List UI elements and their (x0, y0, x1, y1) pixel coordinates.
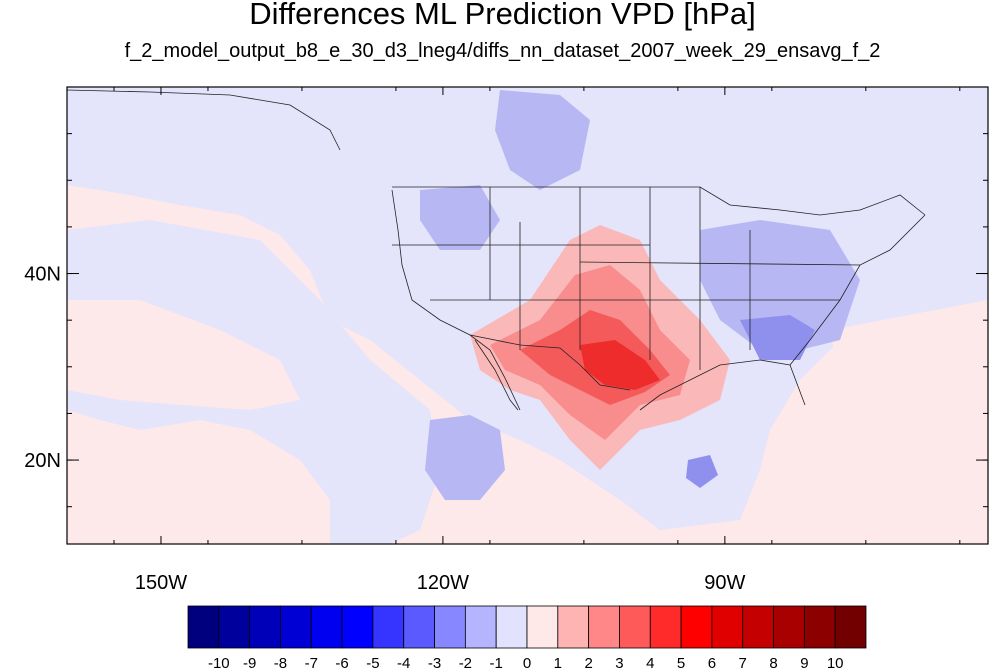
pos-plume-max (580, 340, 660, 390)
colorbar-label: 8 (769, 655, 777, 672)
colorbar-swatch (495, 605, 528, 649)
pos-region-atlantic (830, 300, 988, 420)
colorbar-label: 5 (677, 655, 685, 672)
colorbar-label: 2 (584, 655, 592, 672)
neg-blob-northwest (420, 185, 500, 250)
colorbar-swatch (372, 605, 405, 649)
colorbar-swatch (742, 605, 774, 649)
map-subtitle: f_2_model_output_b8_e_30_d3_lneg4/diffs_… (124, 40, 881, 62)
colorbar-swatch (341, 605, 374, 649)
lon-tick-label: 150W (135, 572, 187, 594)
colorbar-swatch (187, 605, 220, 649)
colorbar-label: -7 (305, 655, 318, 672)
colorbar-swatch (218, 605, 251, 649)
lat-tick-label: 20N (24, 450, 61, 472)
colorbar-label: -4 (397, 655, 410, 672)
colorbar-label: -8 (274, 655, 287, 672)
lon-tick-label: 90W (704, 572, 745, 594)
colorbar-label: 3 (615, 655, 623, 672)
colorbar-swatch (310, 605, 343, 649)
colorbar-label: 9 (800, 655, 808, 672)
colorbar-label: 0 (523, 655, 531, 672)
lat-tick-label: 40N (24, 264, 61, 286)
map-frame (66, 86, 989, 545)
colorbar-label: 7 (739, 655, 747, 672)
neg-blob-baja (425, 415, 505, 500)
colorbar-swatch (619, 605, 651, 649)
colorbar-swatch (464, 605, 497, 649)
lon-tick-label: 120W (417, 572, 469, 594)
colorbar-swatch (434, 605, 466, 649)
colorbar-swatch (773, 605, 805, 649)
map-title: Differences ML Prediction VPD [hPa] (249, 0, 756, 31)
colorbar-swatch (803, 605, 836, 649)
axis-ticks: 150W 120W 90W 40N 20N (24, 87, 988, 594)
colorbar-swatch (249, 605, 281, 649)
alaska-coast (66, 89, 341, 151)
pos-region-hawaii (67, 300, 300, 410)
contour-field (67, 87, 988, 544)
us-canada-border (392, 186, 926, 216)
colorbar-swatch (711, 605, 744, 649)
neg-blob-east (700, 220, 860, 350)
colorbar-swatch (649, 605, 682, 649)
colorbar-label: -9 (243, 655, 256, 672)
colorbar-label: 4 (646, 655, 654, 672)
colorbar-swatch (834, 605, 867, 649)
colorbar-swatch (403, 605, 435, 649)
colorbar-label: -2 (459, 655, 472, 672)
colorbar-label: -6 (335, 655, 348, 672)
colorbar-label: -10 (208, 655, 230, 672)
colorbar-label: 10 (827, 655, 844, 672)
colorbar-label: 1 (554, 655, 562, 672)
colorbar-swatch (280, 605, 312, 649)
colorbar-label: -1 (490, 655, 503, 672)
neg-blob-southeast (740, 315, 815, 360)
colorbar-swatch (526, 605, 559, 649)
colorbar: -10 -9 -8 -7 -6 -5 -4 -3 -2 -1 0 1 2 3 4 5 6 7 8 9 10 (187, 605, 867, 672)
gulf-coast (639, 359, 791, 411)
boundaries (66, 89, 926, 411)
us-mexico-border (469, 334, 631, 391)
neg-blob-mexico (686, 455, 718, 488)
baja-coast (474, 339, 519, 411)
colorbar-label: 6 (708, 655, 716, 672)
colorbar-label: -5 (366, 655, 379, 672)
colorbar-swatch (588, 605, 620, 649)
state-line-8 (579, 261, 861, 266)
colorbar-label: -3 (428, 655, 441, 672)
neg-blob-canada (495, 90, 590, 190)
us-west-coast (391, 189, 521, 411)
colorbar-swatch (557, 605, 590, 649)
colorbar-swatch (680, 605, 713, 649)
